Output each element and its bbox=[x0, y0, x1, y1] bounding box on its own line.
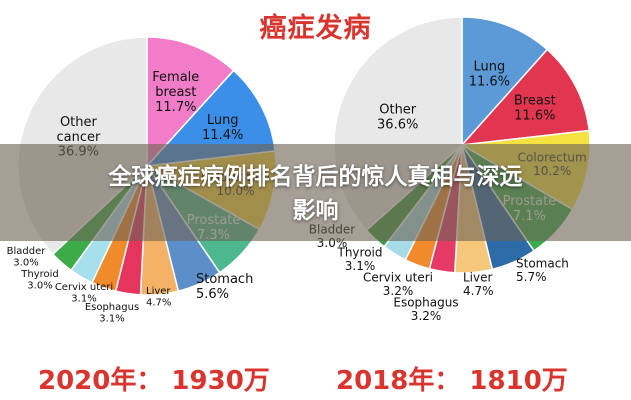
label-2018-cervix-uteri: Cervix uteri 3.2% bbox=[363, 270, 433, 298]
label-2020-female-breast: Female breast 11.7% bbox=[152, 70, 199, 115]
label-2020-cervix-uteri: Cervix uteri 3.1% bbox=[55, 282, 113, 305]
label-2020-stomach: Stomach 5.6% bbox=[196, 272, 253, 302]
headline-banner-text: 全球癌症病例排名背后的惊人真相与深远 影响 bbox=[0, 160, 631, 228]
slice-2018-lung bbox=[461, 16, 549, 147]
headline-line-2: 影响 bbox=[292, 198, 339, 224]
label-2018-lung: Lung 11.6% bbox=[469, 59, 510, 89]
chart-heading: 癌症发病 bbox=[259, 13, 372, 44]
slice-2018-breast bbox=[460, 48, 591, 146]
label-2018-breast: Breast 11.6% bbox=[514, 93, 556, 123]
label-2020-thyroid: Thyroid 3.0% bbox=[20, 269, 59, 292]
label-2018-other: Other 36.6% bbox=[377, 102, 418, 132]
slice-2020-female-breast bbox=[146, 36, 235, 168]
headline-line-1: 全球癌症病例排名背后的惊人真相与深远 bbox=[108, 164, 523, 190]
label-2018-esophagus: Esophagus 3.2% bbox=[393, 295, 458, 323]
caption-2020: 2020年： 1930万 bbox=[38, 366, 270, 396]
label-2018-thyroid: Thyroid 3.1% bbox=[337, 245, 383, 273]
headline-banner bbox=[0, 144, 631, 241]
label-2020-bladder: Bladder 3.0% bbox=[7, 246, 47, 268]
label-2020-esophagus: Esophagus 3.1% bbox=[85, 302, 139, 325]
label-2018-liver: Liver 4.7% bbox=[463, 270, 494, 298]
label-2020-liver: Liver 4.7% bbox=[146, 286, 171, 309]
label-2020-lung: Lung 11.4% bbox=[202, 113, 243, 143]
label-2018-stomach: Stomach 5.7% bbox=[516, 256, 569, 284]
caption-2018: 2018年： 1810万 bbox=[336, 366, 568, 396]
